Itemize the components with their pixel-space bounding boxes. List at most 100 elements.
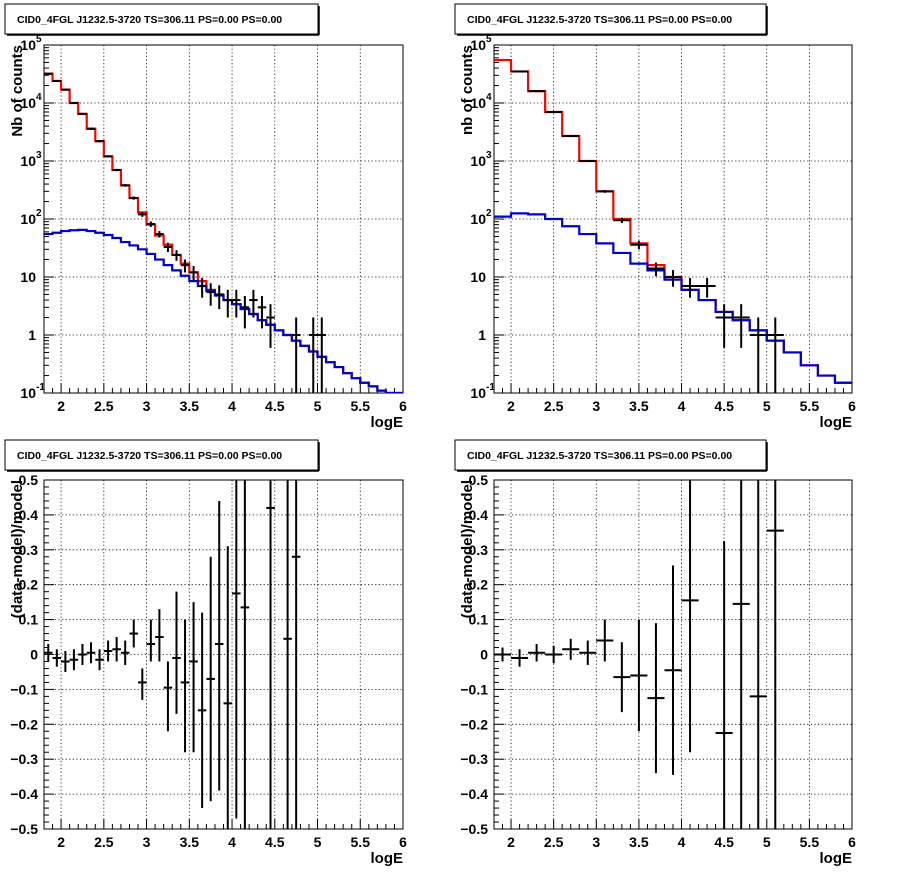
data-point — [266, 480, 275, 829]
data-point — [180, 619, 190, 753]
data-point — [664, 270, 682, 287]
x-tick-label: 4 — [228, 834, 236, 850]
y-tick-label: −0.3 — [460, 751, 488, 767]
y-tick-label: 10 — [470, 153, 486, 169]
y-tick-label: 10 — [470, 269, 486, 285]
series-group — [494, 480, 784, 829]
y-tick-exponent: 3 — [36, 150, 42, 161]
x-tick-label: 4.5 — [714, 834, 734, 850]
series-group — [44, 72, 403, 393]
data-point — [44, 72, 53, 75]
data-point — [138, 668, 147, 700]
x-axis-label: logE — [820, 414, 853, 431]
series-group — [494, 58, 852, 393]
data-point — [545, 645, 563, 664]
data-point — [78, 112, 87, 115]
data-point — [528, 90, 546, 93]
title-box — [454, 3, 767, 35]
x-axis-label: logE — [820, 850, 853, 867]
x-axis-label: logE — [371, 850, 404, 867]
data-point — [308, 317, 318, 393]
y-tick-exponent: 5 — [36, 34, 42, 45]
data-point — [61, 88, 70, 91]
y-tick-label: 10 — [20, 385, 36, 401]
data-point — [732, 304, 750, 348]
x-tick-label: 5 — [763, 834, 771, 850]
title-box — [4, 439, 319, 471]
data-point — [103, 640, 113, 662]
data-point — [95, 649, 104, 671]
data-point — [715, 304, 733, 348]
data-point — [163, 242, 173, 252]
data-point — [562, 134, 580, 137]
data-point — [223, 546, 233, 829]
histogram-series-1 — [44, 228, 403, 393]
data-point — [732, 480, 750, 829]
data-point — [61, 651, 70, 672]
y-tick-label: 0 — [30, 647, 38, 663]
data-point — [596, 619, 614, 662]
data-point — [511, 70, 529, 73]
data-point — [86, 127, 96, 130]
data-point — [317, 317, 327, 393]
data-point — [232, 289, 241, 318]
y-tick-label: 0.4 — [19, 507, 39, 523]
data-point — [206, 283, 215, 306]
y-tick-label: 0.2 — [469, 577, 489, 593]
y-tick-label: 10 — [20, 269, 36, 285]
x-tick-label: 2.5 — [94, 398, 114, 414]
series-group — [44, 480, 301, 829]
data-point — [647, 262, 665, 277]
title-box — [454, 439, 767, 471]
data-point — [95, 140, 104, 143]
data-point — [172, 591, 181, 714]
data-point — [494, 647, 512, 662]
y-tick-label: 0.4 — [469, 507, 489, 523]
data-point — [545, 110, 563, 113]
data-point — [283, 480, 292, 829]
y-axis-label: nb of counts — [459, 45, 476, 135]
data-point — [291, 480, 301, 829]
data-point — [172, 250, 181, 261]
y-tick-exponent: 3 — [486, 150, 492, 161]
data-point — [52, 649, 62, 667]
data-point — [69, 649, 79, 671]
y-tick-exponent: 4 — [36, 92, 42, 103]
x-tick-label: 3.5 — [629, 834, 649, 850]
data-point — [214, 285, 224, 310]
data-point — [189, 602, 198, 753]
y-tick-label: 0.5 — [19, 472, 39, 488]
chart-title: CID0_4FGL J1232.5-3720 TS=306.11 PS=0.00… — [467, 14, 732, 26]
y-tick-label: −0.4 — [10, 786, 38, 802]
data-point — [197, 278, 207, 298]
chart-title: CID0_4FGL J1232.5-3720 TS=306.11 PS=0.00… — [17, 450, 282, 462]
y-tick-label: −0.2 — [10, 716, 38, 732]
data-point — [129, 196, 139, 200]
y-tick-exponent: 2 — [486, 208, 492, 219]
data-point — [180, 259, 190, 273]
data-point — [240, 480, 250, 829]
x-tick-label: 2.5 — [94, 834, 114, 850]
x-tick-label: 2.5 — [544, 834, 564, 850]
y-axis-label: (data-model)/model — [9, 480, 26, 618]
grid — [44, 480, 403, 829]
data-point — [112, 637, 121, 662]
x-tick-label: 4.5 — [714, 398, 734, 414]
data-point — [223, 289, 233, 318]
data-point — [232, 480, 241, 819]
data-point — [766, 317, 784, 393]
x-tick-label: 4 — [678, 834, 686, 850]
data-point — [163, 661, 173, 732]
data-point — [613, 642, 631, 713]
data-point — [120, 184, 130, 187]
grid — [494, 480, 852, 829]
x-tick-label: 3 — [592, 834, 600, 850]
y-tick-label: −0.5 — [10, 821, 38, 837]
x-tick-label: 5 — [763, 398, 771, 414]
chart-title: CID0_4FGL J1232.5-3720 TS=306.11 PS=0.00… — [467, 450, 732, 462]
chart-title: CID0_4FGL J1232.5-3720 TS=306.11 PS=0.00… — [17, 14, 282, 26]
data-point — [266, 304, 275, 348]
x-tick-label: 4.5 — [265, 398, 285, 414]
x-tick-label: 2 — [507, 398, 515, 414]
y-tick-label: 10 — [470, 37, 486, 53]
